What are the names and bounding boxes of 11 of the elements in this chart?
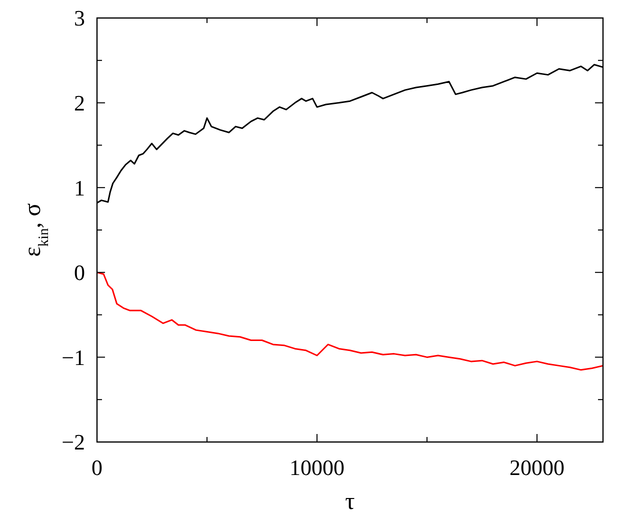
y-tick-label: 3 [74, 6, 85, 31]
y-tick-label: −2 [62, 430, 85, 455]
y-tick-label: 1 [74, 175, 85, 200]
line-series [96, 272, 604, 371]
y-tick-label: 2 [74, 90, 85, 116]
y-tick-label: −1 [62, 344, 85, 370]
x-tick-label: 0 [92, 455, 102, 480]
y-tick-label: 0 [74, 260, 85, 286]
x-axis-title: τ [345, 489, 356, 515]
x-tick-label: 20000 [510, 455, 564, 480]
x-tick-label: 10000 [290, 455, 344, 480]
